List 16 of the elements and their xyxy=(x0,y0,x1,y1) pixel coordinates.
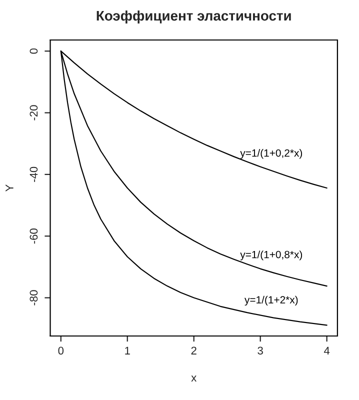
series-label: y=1/(1+0,8*x) xyxy=(240,250,302,260)
chart-title: Коэффициент эластичности xyxy=(96,10,291,24)
y-axis-title: Y xyxy=(6,184,14,192)
y-tick-label: -80 xyxy=(30,290,38,306)
x-tick-label: 3 xyxy=(258,346,263,355)
x-tick-label: 2 xyxy=(191,346,196,354)
x-tick-label: 0 xyxy=(58,346,64,355)
series-label: y=1/(1+0,2*x) xyxy=(240,149,302,159)
y-tick-label: 0 xyxy=(30,48,38,54)
y-tick-label: -60 xyxy=(30,228,38,244)
x-tick-label: 1 xyxy=(125,346,130,354)
x-axis-title: x xyxy=(191,376,197,382)
y-tick-label: -40 xyxy=(30,166,38,182)
series-label: y=1/(1+2*x) xyxy=(244,296,298,306)
y-tick-label: -20 xyxy=(30,105,38,120)
x-tick-label: 4 xyxy=(324,346,330,354)
